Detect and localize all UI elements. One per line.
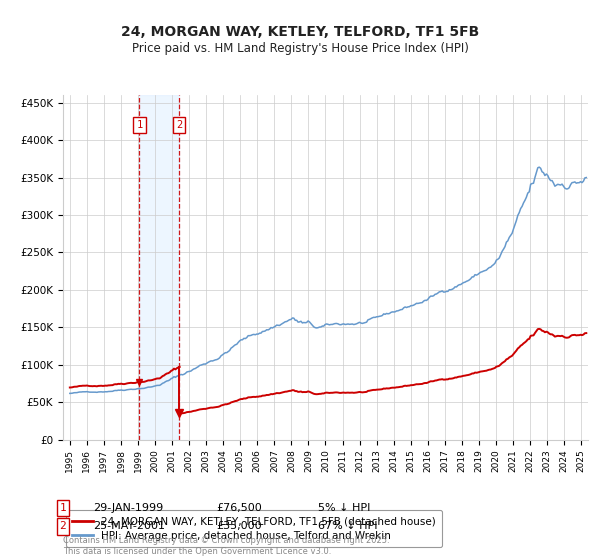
Bar xyxy=(139,95,179,440)
Text: 29-JAN-1999: 29-JAN-1999 xyxy=(93,503,163,513)
Text: 1: 1 xyxy=(136,120,142,130)
Text: 67% ↓ HPI: 67% ↓ HPI xyxy=(318,521,377,531)
Text: 1: 1 xyxy=(59,503,67,513)
Text: 2: 2 xyxy=(176,120,182,130)
Text: £76,500: £76,500 xyxy=(216,503,262,513)
Text: 5% ↓ HPI: 5% ↓ HPI xyxy=(318,503,370,513)
Legend: 24, MORGAN WAY, KETLEY, TELFORD, TF1 5FB (detached house), HPI: Average price, d: 24, MORGAN WAY, KETLEY, TELFORD, TF1 5FB… xyxy=(65,510,442,547)
Text: 2: 2 xyxy=(59,521,67,531)
Text: 24, MORGAN WAY, KETLEY, TELFORD, TF1 5FB: 24, MORGAN WAY, KETLEY, TELFORD, TF1 5FB xyxy=(121,25,479,39)
Text: Contains HM Land Registry data © Crown copyright and database right 2025.
This d: Contains HM Land Registry data © Crown c… xyxy=(63,536,389,556)
Text: 25-MAY-2001: 25-MAY-2001 xyxy=(93,521,165,531)
Text: Price paid vs. HM Land Registry's House Price Index (HPI): Price paid vs. HM Land Registry's House … xyxy=(131,42,469,55)
Text: £35,000: £35,000 xyxy=(216,521,262,531)
